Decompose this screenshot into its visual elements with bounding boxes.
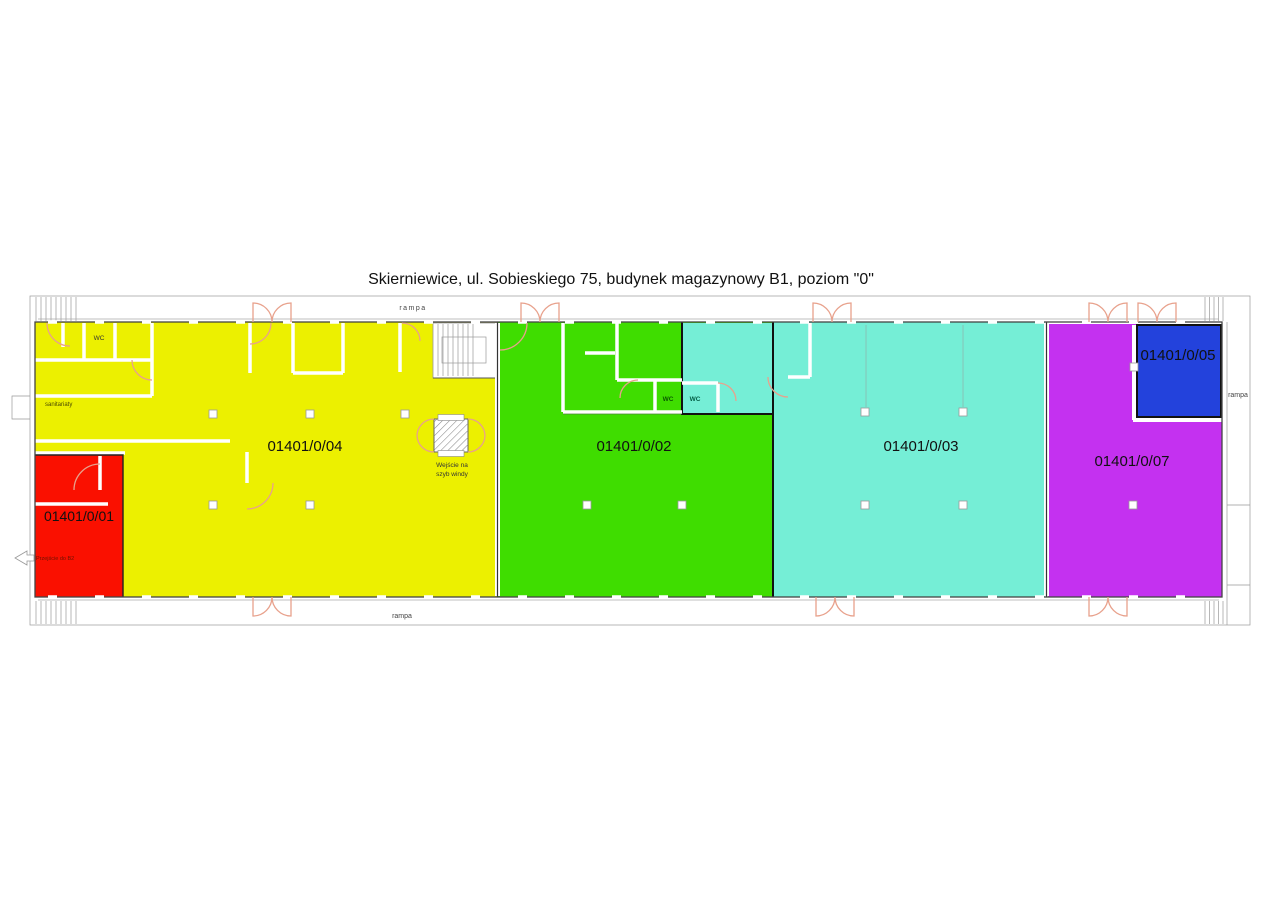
door-icon <box>246 482 274 510</box>
stairs-bottom-right-icon <box>1204 601 1224 624</box>
site-outline <box>29 295 1251 626</box>
building-outline <box>34 321 1223 598</box>
page-title: Skierniewice, ul. Sobieskiego 75, budyne… <box>368 271 874 288</box>
elevator-shaft-icon <box>416 414 486 457</box>
zone-label-01401-0-04: 01401/0/04 <box>267 438 342 455</box>
rampa-top-label: rampa <box>399 305 426 312</box>
interior-walls <box>35 323 964 506</box>
passage-arrow-icon <box>14 550 35 566</box>
columns <box>208 362 1139 510</box>
zone-01401-0-03-annex <box>682 323 773 414</box>
double-door-icon <box>1088 302 1128 323</box>
stairs-top-right-icon <box>1204 297 1224 321</box>
door-icon <box>499 322 528 351</box>
zone-label-01401-0-01: 01401/0/01 <box>44 508 114 524</box>
double-door-icon <box>520 302 560 323</box>
door-icon <box>131 359 153 381</box>
zones <box>35 322 1222 597</box>
unit-walls <box>33 322 1222 597</box>
wc-cyan-label: WC <box>690 396 701 403</box>
double-door-icon <box>1088 596 1128 617</box>
door-icon <box>401 322 421 342</box>
red-unit-border <box>35 454 124 597</box>
left-notch <box>11 395 30 420</box>
double-door-icon <box>812 302 852 323</box>
zone-01401-0-05 <box>1136 324 1222 418</box>
door-icon <box>249 322 272 345</box>
zone-label-01401-0-05: 01401/0/05 <box>1140 347 1215 364</box>
elevator-label-line1: Wejście na <box>436 462 468 469</box>
double-door-icon <box>252 302 292 323</box>
stairs-bottom-left-icon <box>35 601 77 624</box>
zone-label-01401-0-03: 01401/0/03 <box>883 438 958 455</box>
zone-01401-0-03 <box>773 322 1045 597</box>
zone-label-01401-0-02: 01401/0/02 <box>596 438 671 455</box>
zone-01401-0-01 <box>35 455 123 597</box>
door-icon <box>46 322 71 347</box>
doors <box>46 302 1177 617</box>
wc-yellow-label: WC <box>94 335 105 342</box>
building-walls <box>34 318 1223 601</box>
stairs-top-left-icon <box>35 297 77 321</box>
double-door-icon <box>815 596 855 617</box>
labels: 01401/0/04 01401/0/02 01401/0/03 01401/0… <box>36 305 1248 620</box>
rampa-right-label: rampa <box>1228 392 1248 399</box>
elevator-label-line2: szyb windy <box>436 471 469 478</box>
sanitariaty-label: sanitariaty <box>45 402 72 408</box>
rampa-bottom-label: rampa <box>392 613 412 620</box>
passage-b2-label: Przejście do B2 <box>36 556 74 562</box>
double-door-icon <box>1137 302 1177 323</box>
door-icon <box>73 463 101 491</box>
wc-green-label: WC <box>663 396 674 403</box>
rampa-outline <box>11 295 1251 626</box>
zone-label-01401-0-07: 01401/0/07 <box>1094 453 1169 470</box>
double-door-icon <box>252 596 292 617</box>
stairwell-icon <box>432 322 498 379</box>
door-icon <box>619 379 639 399</box>
door-icon <box>767 376 789 398</box>
door-icon <box>717 382 737 402</box>
